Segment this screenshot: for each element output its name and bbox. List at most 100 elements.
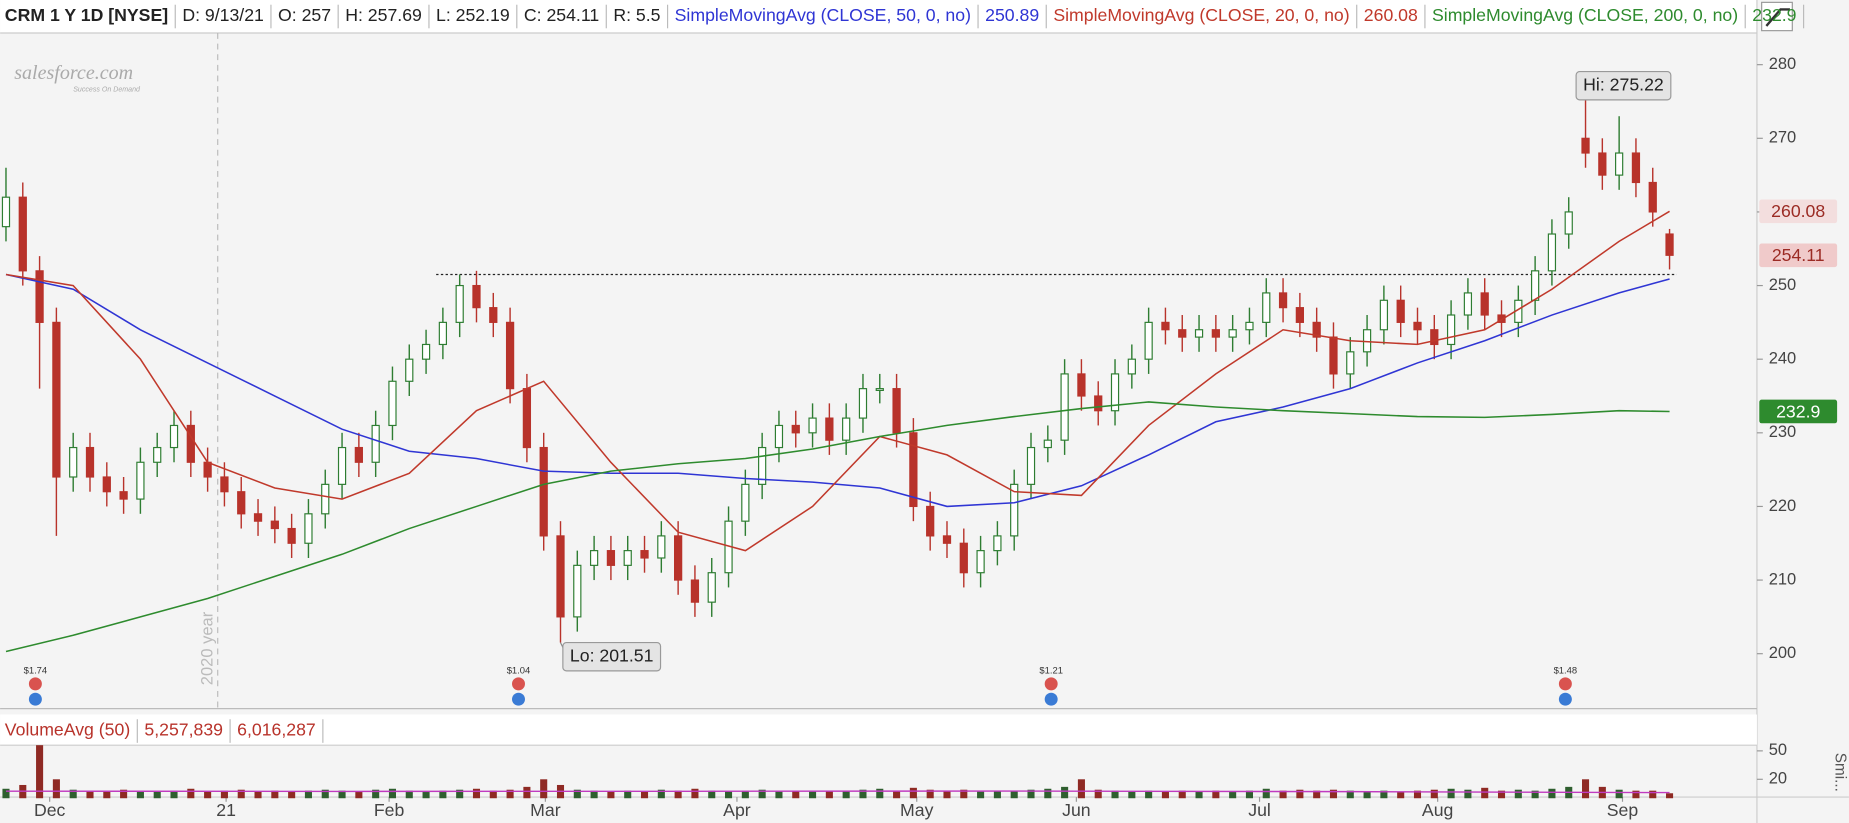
header-item: C: 254.11 bbox=[524, 5, 599, 25]
volume-bar bbox=[1111, 790, 1119, 799]
volume-bar bbox=[1279, 790, 1287, 799]
candle-body bbox=[674, 535, 683, 581]
volume-bar bbox=[304, 790, 312, 799]
candle-body bbox=[606, 550, 616, 566]
candle-body bbox=[1010, 483, 1019, 537]
candle-body bbox=[1581, 137, 1590, 154]
volume-bar bbox=[170, 790, 178, 799]
volume-bar bbox=[288, 791, 296, 799]
dividend-icon bbox=[1558, 677, 1572, 691]
volume-bar bbox=[1195, 791, 1203, 799]
volume-bar bbox=[1044, 788, 1052, 799]
candle-body bbox=[287, 527, 296, 544]
candle-body bbox=[875, 388, 884, 391]
volume-bar bbox=[859, 789, 867, 799]
moving-average bbox=[5, 273, 1670, 508]
volume-bar bbox=[1632, 790, 1640, 799]
dividend-icon bbox=[512, 677, 525, 691]
volume-bar bbox=[1212, 790, 1220, 799]
candle-body bbox=[808, 417, 817, 434]
candle-body bbox=[909, 432, 918, 508]
candle-body bbox=[153, 446, 162, 463]
x-tick-label: Aug bbox=[1422, 800, 1453, 820]
candle-body bbox=[270, 520, 279, 530]
volume-bar bbox=[876, 788, 884, 799]
candle-body bbox=[1228, 329, 1237, 338]
candle-body bbox=[203, 461, 212, 478]
volume-bar bbox=[220, 790, 228, 799]
volume-bar bbox=[590, 790, 598, 799]
candle-body bbox=[1430, 329, 1439, 346]
volume-side-label: Smi... bbox=[1831, 753, 1848, 792]
volume-bar bbox=[674, 790, 682, 799]
candle-body bbox=[1396, 299, 1405, 323]
candle-body bbox=[371, 424, 380, 463]
candle-body bbox=[741, 483, 750, 522]
volume-bar bbox=[1245, 790, 1253, 799]
volume-bar bbox=[725, 791, 733, 799]
candle-body bbox=[1178, 329, 1187, 338]
volume-bar bbox=[741, 790, 749, 799]
x-tick-label: Jul bbox=[1248, 800, 1271, 820]
x-tick-label: Jun bbox=[1062, 800, 1091, 820]
candle-body bbox=[1497, 314, 1506, 323]
candle-body bbox=[942, 535, 952, 544]
candle-body bbox=[993, 535, 1002, 552]
dividend-label: $1.74 bbox=[24, 664, 48, 675]
volume-bar bbox=[1178, 790, 1186, 799]
price-tag bbox=[1759, 243, 1838, 268]
candle-body bbox=[690, 579, 700, 603]
toggle-icon[interactable] bbox=[1761, 1, 1793, 32]
candle-body bbox=[1262, 292, 1271, 323]
year-marker-label: 2020 year bbox=[199, 611, 217, 685]
candle-body bbox=[186, 424, 195, 463]
dividend-label: $1.48 bbox=[1554, 664, 1578, 675]
candle-body bbox=[1346, 351, 1355, 375]
y-tick-label: 220 bbox=[1769, 497, 1797, 515]
annotation-label: Hi: 275.22 bbox=[1583, 74, 1664, 94]
volume-bar bbox=[573, 789, 581, 799]
x-tick-label: May bbox=[900, 800, 934, 820]
candle-body bbox=[455, 284, 464, 323]
candle-body bbox=[438, 321, 448, 346]
candle-body bbox=[1245, 321, 1254, 331]
symbol: CRM 1 Y 1D [NYSE] bbox=[5, 5, 168, 25]
candle-body bbox=[1043, 439, 1052, 449]
volume-bar bbox=[36, 745, 44, 799]
volume-bar bbox=[405, 790, 413, 799]
volume-bar bbox=[321, 789, 329, 799]
volume-bar bbox=[1296, 789, 1304, 799]
moving-average bbox=[5, 210, 1670, 552]
candle-body bbox=[354, 446, 363, 463]
logo: salesforce.com bbox=[14, 62, 133, 84]
moving-average bbox=[5, 401, 1670, 653]
volume-bar bbox=[355, 791, 363, 799]
candle-body bbox=[1631, 152, 1641, 184]
volume-tick-label: 50 bbox=[1769, 741, 1787, 759]
candle-body bbox=[1547, 233, 1557, 272]
volume-bar bbox=[136, 790, 144, 799]
volume-bar bbox=[1514, 789, 1522, 799]
volume-bar bbox=[1077, 779, 1085, 799]
dividend-label: $1.04 bbox=[507, 664, 531, 675]
price-tag-label: 254.11 bbox=[1772, 245, 1825, 265]
volume-bar bbox=[489, 790, 497, 799]
volume-bar bbox=[2, 788, 10, 799]
candle-body bbox=[1295, 307, 1304, 323]
volume-bar bbox=[1531, 790, 1539, 799]
volume-bar bbox=[926, 789, 934, 799]
candle-body bbox=[573, 564, 582, 618]
legend-value: 232.9 bbox=[1752, 5, 1796, 25]
legend-name: SimpleMovingAvg (CLOSE, 20, 0, no) bbox=[1053, 5, 1349, 25]
volume-value: 5,257,839 bbox=[144, 720, 223, 740]
candle-body bbox=[1144, 321, 1153, 360]
volume-bar bbox=[271, 790, 279, 799]
candle-body bbox=[1060, 373, 1069, 441]
candle-body bbox=[119, 491, 128, 500]
candle-body bbox=[976, 550, 985, 574]
candle-body bbox=[1278, 292, 1288, 309]
candle-body bbox=[489, 307, 498, 323]
candle-body bbox=[169, 424, 179, 449]
